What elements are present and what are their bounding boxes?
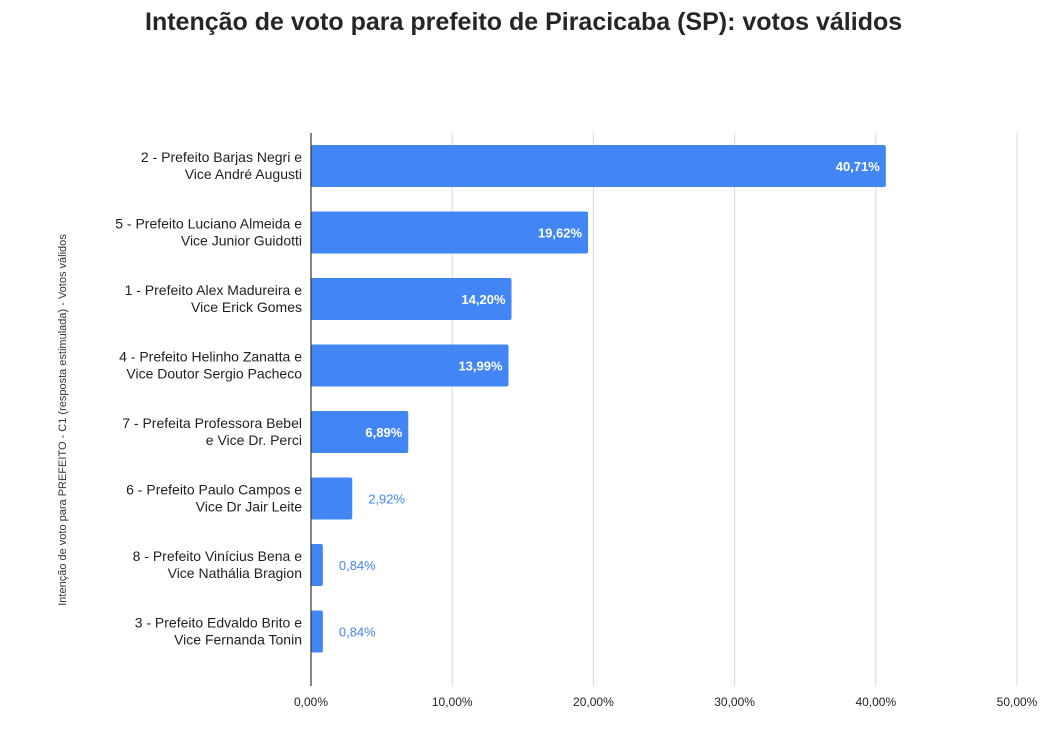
category-label: Vice Erick Gomes: [191, 299, 302, 315]
category-label: 2 - Prefeito Barjas Negri e: [141, 149, 302, 165]
x-tick-label: 0,00%: [294, 695, 328, 709]
category-label: 7 - Prefeita Professora Bebel: [122, 415, 302, 431]
bar: [311, 610, 323, 653]
data-label: 0,84%: [339, 558, 376, 573]
category-label: Vice Nathália Bragion: [168, 565, 302, 581]
category-label: 3 - Prefeito Edvaldo Brito e: [135, 615, 303, 631]
data-label: 2,92%: [368, 492, 405, 507]
x-tick-label: 30,00%: [714, 695, 755, 709]
bar: [311, 278, 512, 320]
category-label: Vice Dr Jair Leite: [196, 499, 303, 515]
bar: [311, 411, 409, 453]
category-label: Vice Junior Guidotti: [181, 233, 302, 249]
category-label: 1 - Prefeito Alex Madureira e: [125, 282, 303, 298]
x-tick-label: 40,00%: [855, 695, 896, 709]
y-axis-title: Intenção de voto para PREFEITO - C1 (res…: [57, 234, 69, 606]
data-label: 6,89%: [365, 425, 402, 440]
data-label: 40,71%: [836, 159, 881, 174]
x-tick-labels: 0,00% 10,00% 20,00% 30,00% 40,00% 50,00%: [294, 695, 1038, 709]
x-tick-label: 10,00%: [432, 695, 473, 709]
bar: [311, 544, 323, 586]
category-label: 5 - Prefeito Luciano Almeida e: [115, 216, 302, 232]
data-label: 0,84%: [339, 625, 376, 640]
data-label: 19,62%: [538, 226, 583, 241]
bar: [311, 211, 589, 254]
category-label: 6 - Prefeito Paulo Campos e: [126, 482, 302, 498]
data-label: 14,20%: [461, 292, 506, 307]
chart-title: Intenção de voto para prefeito de Piraci…: [145, 8, 903, 36]
bar: [311, 477, 353, 520]
bar: [311, 344, 509, 387]
bars: 40,71% 19,62% 14,20% 13,99% 6,89% 2,92% 0,84% 0…: [311, 145, 886, 653]
category-label: Vice André Augusti: [185, 166, 302, 182]
category-label: 4 - Prefeito Helinho Zanatta e: [119, 349, 302, 365]
x-tick-label: 50,00%: [997, 695, 1038, 709]
bar: [311, 145, 886, 187]
category-label: Vice Doutor Sergio Pacheco: [126, 366, 302, 382]
category-label: Vice Fernanda Tonin: [174, 632, 302, 648]
x-tick-label: 20,00%: [573, 695, 614, 709]
category-label: e Vice Dr. Perci: [206, 432, 302, 448]
data-label: 13,99%: [458, 359, 503, 374]
category-label: 8 - Prefeito Vinícius Bena e: [133, 548, 303, 564]
